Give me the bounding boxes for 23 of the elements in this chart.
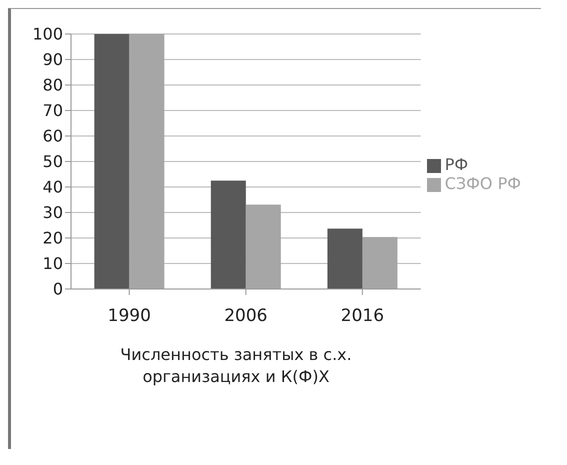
legend-label: РФ (444, 155, 468, 174)
x-tick-label: 2006 (224, 306, 268, 326)
x-tick-label: 1990 (108, 306, 151, 326)
x-axis-title: Численность занятых в с.х. организациях и К(Ф)Х (119, 344, 353, 388)
y-tick-label: 70 (42, 101, 63, 120)
y-tick-label: 50 (42, 152, 63, 172)
y-tick-label: 90 (42, 50, 63, 70)
y-tick-label: 100 (32, 24, 63, 44)
y-tick-label: 10 (42, 254, 63, 274)
bar (246, 204, 281, 289)
bar (210, 180, 246, 289)
y-tick-label: 30 (42, 203, 63, 222)
bar (327, 228, 362, 289)
y-tick-label: 60 (42, 126, 63, 146)
y-tick-label: 80 (42, 76, 63, 95)
y-tick-label: 40 (42, 178, 63, 197)
y-tick-label: 20 (42, 228, 63, 248)
bar (129, 34, 164, 289)
bar (362, 236, 398, 289)
legend-label: СЗФО РФ (444, 174, 521, 193)
x-tick-label: 2016 (340, 306, 384, 326)
y-tick-label: 0 (52, 280, 63, 299)
bar (94, 34, 130, 289)
